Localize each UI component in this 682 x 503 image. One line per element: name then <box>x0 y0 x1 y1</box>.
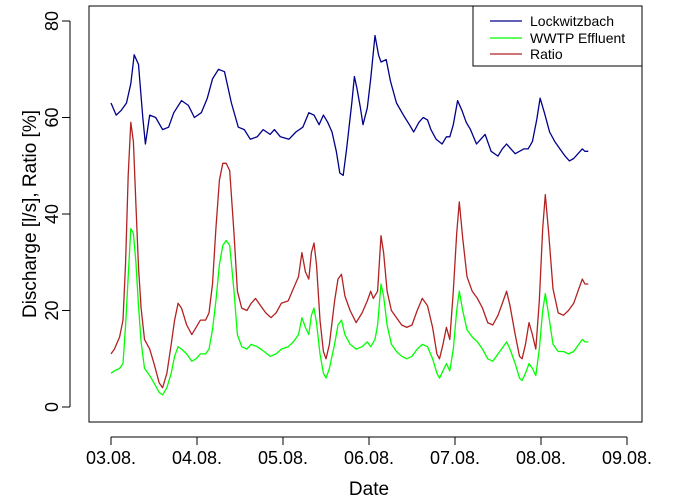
y-tick-label: 20 <box>42 300 62 320</box>
x-axis: 03.08. 04.08. 05.08. 06.08. 07.08. 08.08. 09.0… <box>86 436 652 468</box>
legend: Lockwitzbach WWTP Effluent Ratio <box>472 5 643 67</box>
x-tick-label: 04.08. <box>172 448 222 468</box>
x-tick-label: 08.08. <box>516 448 566 468</box>
plot-frame <box>88 5 643 423</box>
y-tick-label: 60 <box>42 107 62 127</box>
legend-label-lockwitzbach: Lockwitzbach <box>530 13 614 29</box>
x-tick-label: 09.08. <box>602 448 652 468</box>
legend-box <box>472 5 643 67</box>
y-axis-title: Discharge [l/s], Ratio [%] <box>20 110 41 318</box>
series-layer <box>110 34 589 396</box>
x-tick-label: 06.08. <box>344 448 394 468</box>
legend-label-wwtp-effluent: WWTP Effluent <box>530 30 625 46</box>
legend-label-ratio: Ratio <box>530 46 563 62</box>
series-line-ratio <box>110 121 589 389</box>
y-tick-label: 40 <box>42 204 62 224</box>
x-tick-label: 07.08. <box>430 448 480 468</box>
y-tick-label: 80 <box>42 11 62 31</box>
x-tick-label: 05.08. <box>258 448 308 468</box>
x-axis-title: Date <box>349 479 389 500</box>
y-axis: 0 20 40 60 80 <box>42 11 71 412</box>
y-tick-label: 0 <box>42 402 62 412</box>
series-line-lockwitzbach <box>110 34 589 177</box>
x-tick-label: 03.08. <box>86 448 136 468</box>
series-line-wwtp-effluent <box>110 227 589 396</box>
